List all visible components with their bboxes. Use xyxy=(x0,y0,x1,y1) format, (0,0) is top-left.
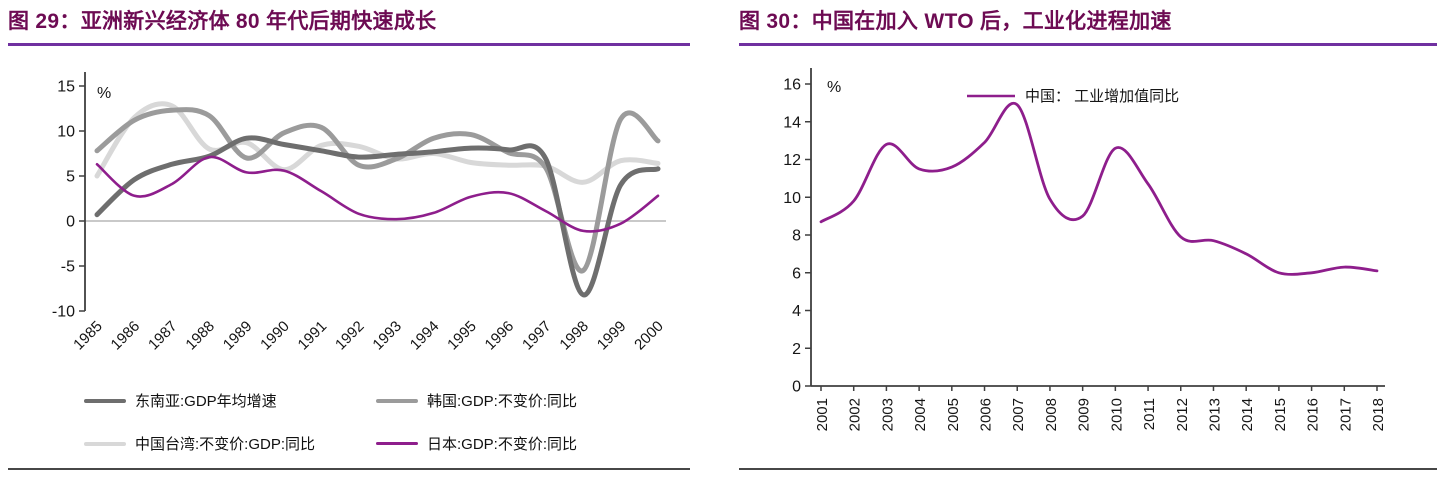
svg-text:2000: 2000 xyxy=(631,318,667,354)
svg-text:2006: 2006 xyxy=(978,398,995,431)
svg-text:1990: 1990 xyxy=(257,318,293,354)
svg-text:10: 10 xyxy=(57,124,75,141)
legend-label: 东南亚:GDP年均增速 xyxy=(135,393,277,410)
svg-text:2010: 2010 xyxy=(1108,398,1125,431)
svg-text:1996: 1996 xyxy=(482,318,518,354)
legend-label: 中国台湾:不变价:GDP:同比 xyxy=(135,436,316,453)
svg-text:2004: 2004 xyxy=(912,398,929,431)
legend-item: 韩国:GDP:不变价:同比 xyxy=(376,390,690,411)
svg-text:2005: 2005 xyxy=(945,398,962,431)
svg-text:2008: 2008 xyxy=(1043,398,1060,431)
svg-text:1985: 1985 xyxy=(70,318,106,354)
svg-text:16: 16 xyxy=(783,77,801,94)
svg-text:0: 0 xyxy=(792,379,801,396)
legend-item: 东南亚:GDP年均增速 xyxy=(84,390,376,411)
legend-swatch xyxy=(84,398,126,403)
figure-29-panel: 图 29：亚洲新兴经济体 80 年代后期快速成长 15 10 5 0 -5 -10 1985… xyxy=(8,8,690,470)
svg-text:2017: 2017 xyxy=(1337,398,1354,431)
svg-text:15: 15 xyxy=(57,79,75,96)
figure-30-line-chart: 16 14 12 10 8 6 4 2 0 2001 2002 2003 2004 2005 2006 200… xyxy=(783,68,1387,431)
svg-text:12: 12 xyxy=(783,152,801,169)
svg-text:6: 6 xyxy=(792,265,801,282)
svg-text:8: 8 xyxy=(792,228,801,245)
svg-text:4: 4 xyxy=(792,303,801,320)
figure-30-title-rule xyxy=(739,43,1437,46)
svg-text:1989: 1989 xyxy=(220,318,256,354)
svg-text:2012: 2012 xyxy=(1174,398,1191,431)
svg-text:-5: -5 xyxy=(61,259,75,276)
svg-text:%: % xyxy=(827,79,841,96)
svg-text:2001: 2001 xyxy=(814,398,831,431)
svg-text:1991: 1991 xyxy=(295,318,331,354)
svg-text:2015: 2015 xyxy=(1272,398,1289,431)
legend-label: 日本:GDP:不变价:同比 xyxy=(427,436,578,453)
svg-text:1993: 1993 xyxy=(369,318,405,354)
legend-item: 日本:GDP:不变价:同比 xyxy=(376,433,690,454)
figure-29-title: 图 29：亚洲新兴经济体 80 年代后期快速成长 xyxy=(8,10,437,33)
svg-text:2007: 2007 xyxy=(1010,398,1027,431)
svg-text:2013: 2013 xyxy=(1206,398,1223,431)
figure-30-title: 图 30：中国在加入 WTO 后，工业化进程加速 xyxy=(739,10,1172,33)
figure-29-title-rule xyxy=(8,43,690,46)
svg-text:2003: 2003 xyxy=(879,398,896,431)
svg-text:2018: 2018 xyxy=(1370,398,1387,431)
svg-text:1987: 1987 xyxy=(145,318,181,354)
figure-29-legend: 东南亚:GDP年均增速 韩国:GDP:不变价:同比中国台湾:不变价:GDP:同比 日… xyxy=(84,390,690,454)
svg-text:0: 0 xyxy=(66,214,75,231)
legend-swatch xyxy=(84,441,126,446)
svg-text:1988: 1988 xyxy=(182,318,218,354)
svg-text:2014: 2014 xyxy=(1239,398,1256,431)
figure-30-panel: 图 30：中国在加入 WTO 后，工业化进程加速 16 14 12 10 8 6 4 2 0 20… xyxy=(739,8,1437,470)
legend-item: 中国台湾:不变价:GDP:同比 xyxy=(84,433,376,454)
svg-text:中国： 工业增加值同比: 中国： 工业增加值同比 xyxy=(1025,88,1179,105)
legend-label: 韩国:GDP:不变价:同比 xyxy=(427,393,578,410)
svg-text:2002: 2002 xyxy=(847,398,864,431)
svg-text:1995: 1995 xyxy=(444,318,480,354)
svg-text:1986: 1986 xyxy=(108,318,144,354)
svg-text:%: % xyxy=(97,85,111,102)
svg-text:10: 10 xyxy=(783,190,801,207)
svg-text:1992: 1992 xyxy=(332,318,368,354)
svg-text:-10: -10 xyxy=(52,304,75,321)
svg-text:1994: 1994 xyxy=(407,318,443,354)
svg-text:1998: 1998 xyxy=(556,318,592,354)
svg-text:14: 14 xyxy=(783,114,801,131)
legend-swatch xyxy=(376,442,418,445)
svg-text:1999: 1999 xyxy=(594,318,630,354)
legend-swatch xyxy=(376,398,418,403)
svg-text:2009: 2009 xyxy=(1076,398,1093,431)
svg-text:5: 5 xyxy=(66,169,75,186)
svg-text:2016: 2016 xyxy=(1305,398,1322,431)
svg-text:2011: 2011 xyxy=(1141,398,1158,430)
svg-text:1997: 1997 xyxy=(519,318,555,354)
svg-text:2: 2 xyxy=(792,341,801,358)
